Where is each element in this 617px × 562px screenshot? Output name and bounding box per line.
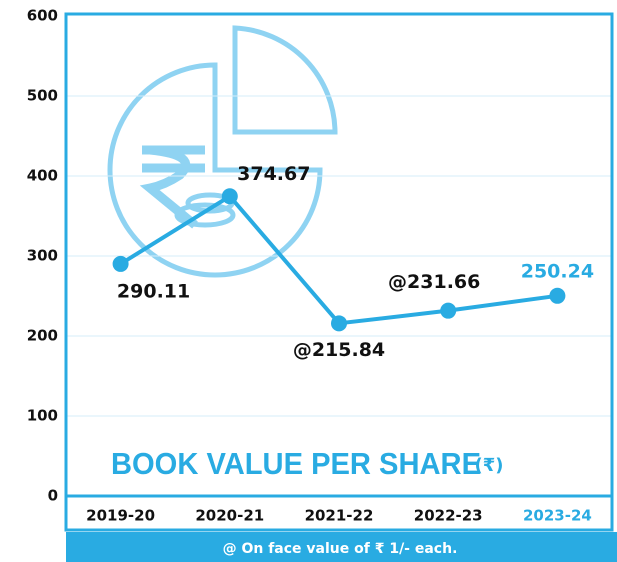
data-label: @215.84 [293, 339, 385, 361]
data-label: 250.24 [521, 260, 594, 282]
chart-title: BOOK VALUE PER SHARE [111, 446, 481, 481]
x-tick-label: 2020-21 [195, 507, 264, 525]
y-tick-label: 300 [27, 247, 58, 265]
point [331, 315, 347, 332]
point [221, 188, 238, 205]
x-tick-label: 2021-22 [305, 507, 374, 525]
y-tick-label: 600 [27, 7, 58, 25]
unit-label: (₹) [475, 455, 504, 476]
y-tick-label: 400 [27, 167, 58, 185]
point [440, 302, 457, 319]
note: @ On face value of ₹ 1/- each. [223, 541, 458, 557]
note-band [66, 532, 617, 562]
y-tick-label: 0 [48, 487, 58, 505]
point [549, 287, 566, 304]
decorative-icon [107, 25, 338, 278]
x-tick-label: 2023-24 [523, 507, 592, 525]
x-tick-label: 2019-20 [86, 507, 155, 525]
data-label: 290.11 [117, 280, 190, 302]
x-tick-label: 2022-23 [414, 507, 483, 525]
plot-frame [64, 12, 614, 532]
data-label: 374.67 [237, 163, 310, 185]
y-tick-label: 500 [27, 87, 58, 105]
y-tick-label: 200 [27, 327, 58, 345]
y-tick-label: 100 [27, 407, 58, 425]
data-label: @231.66 [388, 271, 480, 293]
point [112, 255, 129, 272]
